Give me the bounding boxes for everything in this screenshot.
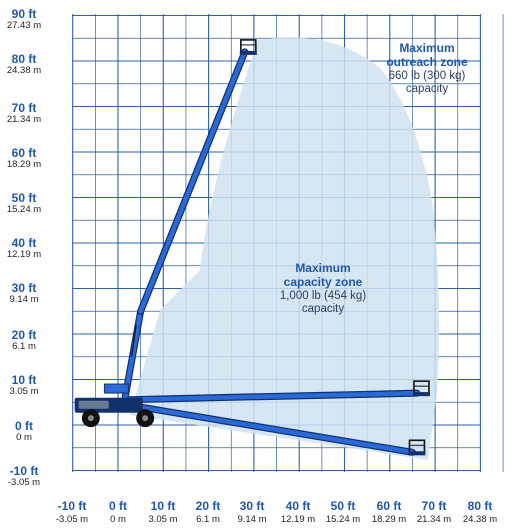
x-label-50: 50 ft 15.24 m [325,499,361,525]
y-label-70: 70 ft 21.34 m [6,101,42,125]
y-label-10: 10 ft 3.05 m [9,373,39,397]
boom-lift [74,39,430,456]
boom-cable [130,324,137,357]
platform-max-height [239,39,257,55]
wheel-hub [87,415,94,422]
platform-below-grade [408,439,426,456]
x-label-10: 10 ft 3.05 m [148,499,178,525]
x-label-40: 40 ft 12.19 m [280,499,316,525]
y-label-40: 40 ft 12.19 m [6,236,42,260]
wheel-hub [142,415,149,422]
x-label-minus-10: -10 ft -3.05 m [55,499,89,525]
y-label-30: 30 ft 9.14 m [9,281,39,305]
y-label-0: 0 ft 0 m [15,419,33,443]
capacity-zone-label: Maximum capacity zone 1,000 lb (454 kg) … [279,261,367,315]
turntable [103,383,129,394]
y-label-80: 80 ft 24.38 m [6,52,42,76]
y-label-60: 60 ft 18.29 m [6,146,42,170]
boom-below-grade [129,403,415,455]
chassis-panel [78,400,109,409]
x-label-30: 30 ft 9.14 m [237,499,267,525]
x-label-20: 20 ft 6.1 m [195,499,221,525]
y-label-minus-10: -10 ft -3.05 m [7,464,41,488]
y-label-20: 20 ft 6.1 m [11,328,37,352]
boom-main [138,49,248,314]
x-label-60: 60 ft 18.29 m [371,499,407,525]
boom-horizontal [124,390,420,402]
working-envelope-zone [130,37,440,460]
x-label-70: 70 ft 21.34 m [416,499,452,525]
boom-riser [122,309,143,400]
x-label-80: 80 ft 24.38 m [462,499,498,525]
y-label-90: 90 ft 27.43 m [6,7,42,31]
y-label-50: 50 ft 15.24 m [6,191,42,215]
outreach-zone-label: Maximum outreach zone 660 lb (300 kg) ca… [386,41,468,95]
platform-horizontal [412,380,430,397]
x-label-0: 0 ft 0 m [109,499,127,525]
